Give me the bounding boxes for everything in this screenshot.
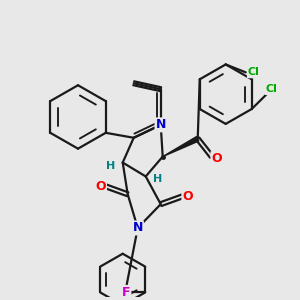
Text: O: O <box>95 180 106 193</box>
Text: Cl: Cl <box>248 68 260 77</box>
Text: O: O <box>182 190 193 203</box>
Text: N: N <box>133 221 143 235</box>
Text: F: F <box>122 286 130 299</box>
Text: Cl: Cl <box>266 84 278 94</box>
Polygon shape <box>163 136 199 157</box>
Text: N: N <box>155 118 166 131</box>
Text: H: H <box>153 174 162 184</box>
Text: H: H <box>106 160 115 170</box>
Text: O: O <box>212 152 222 165</box>
